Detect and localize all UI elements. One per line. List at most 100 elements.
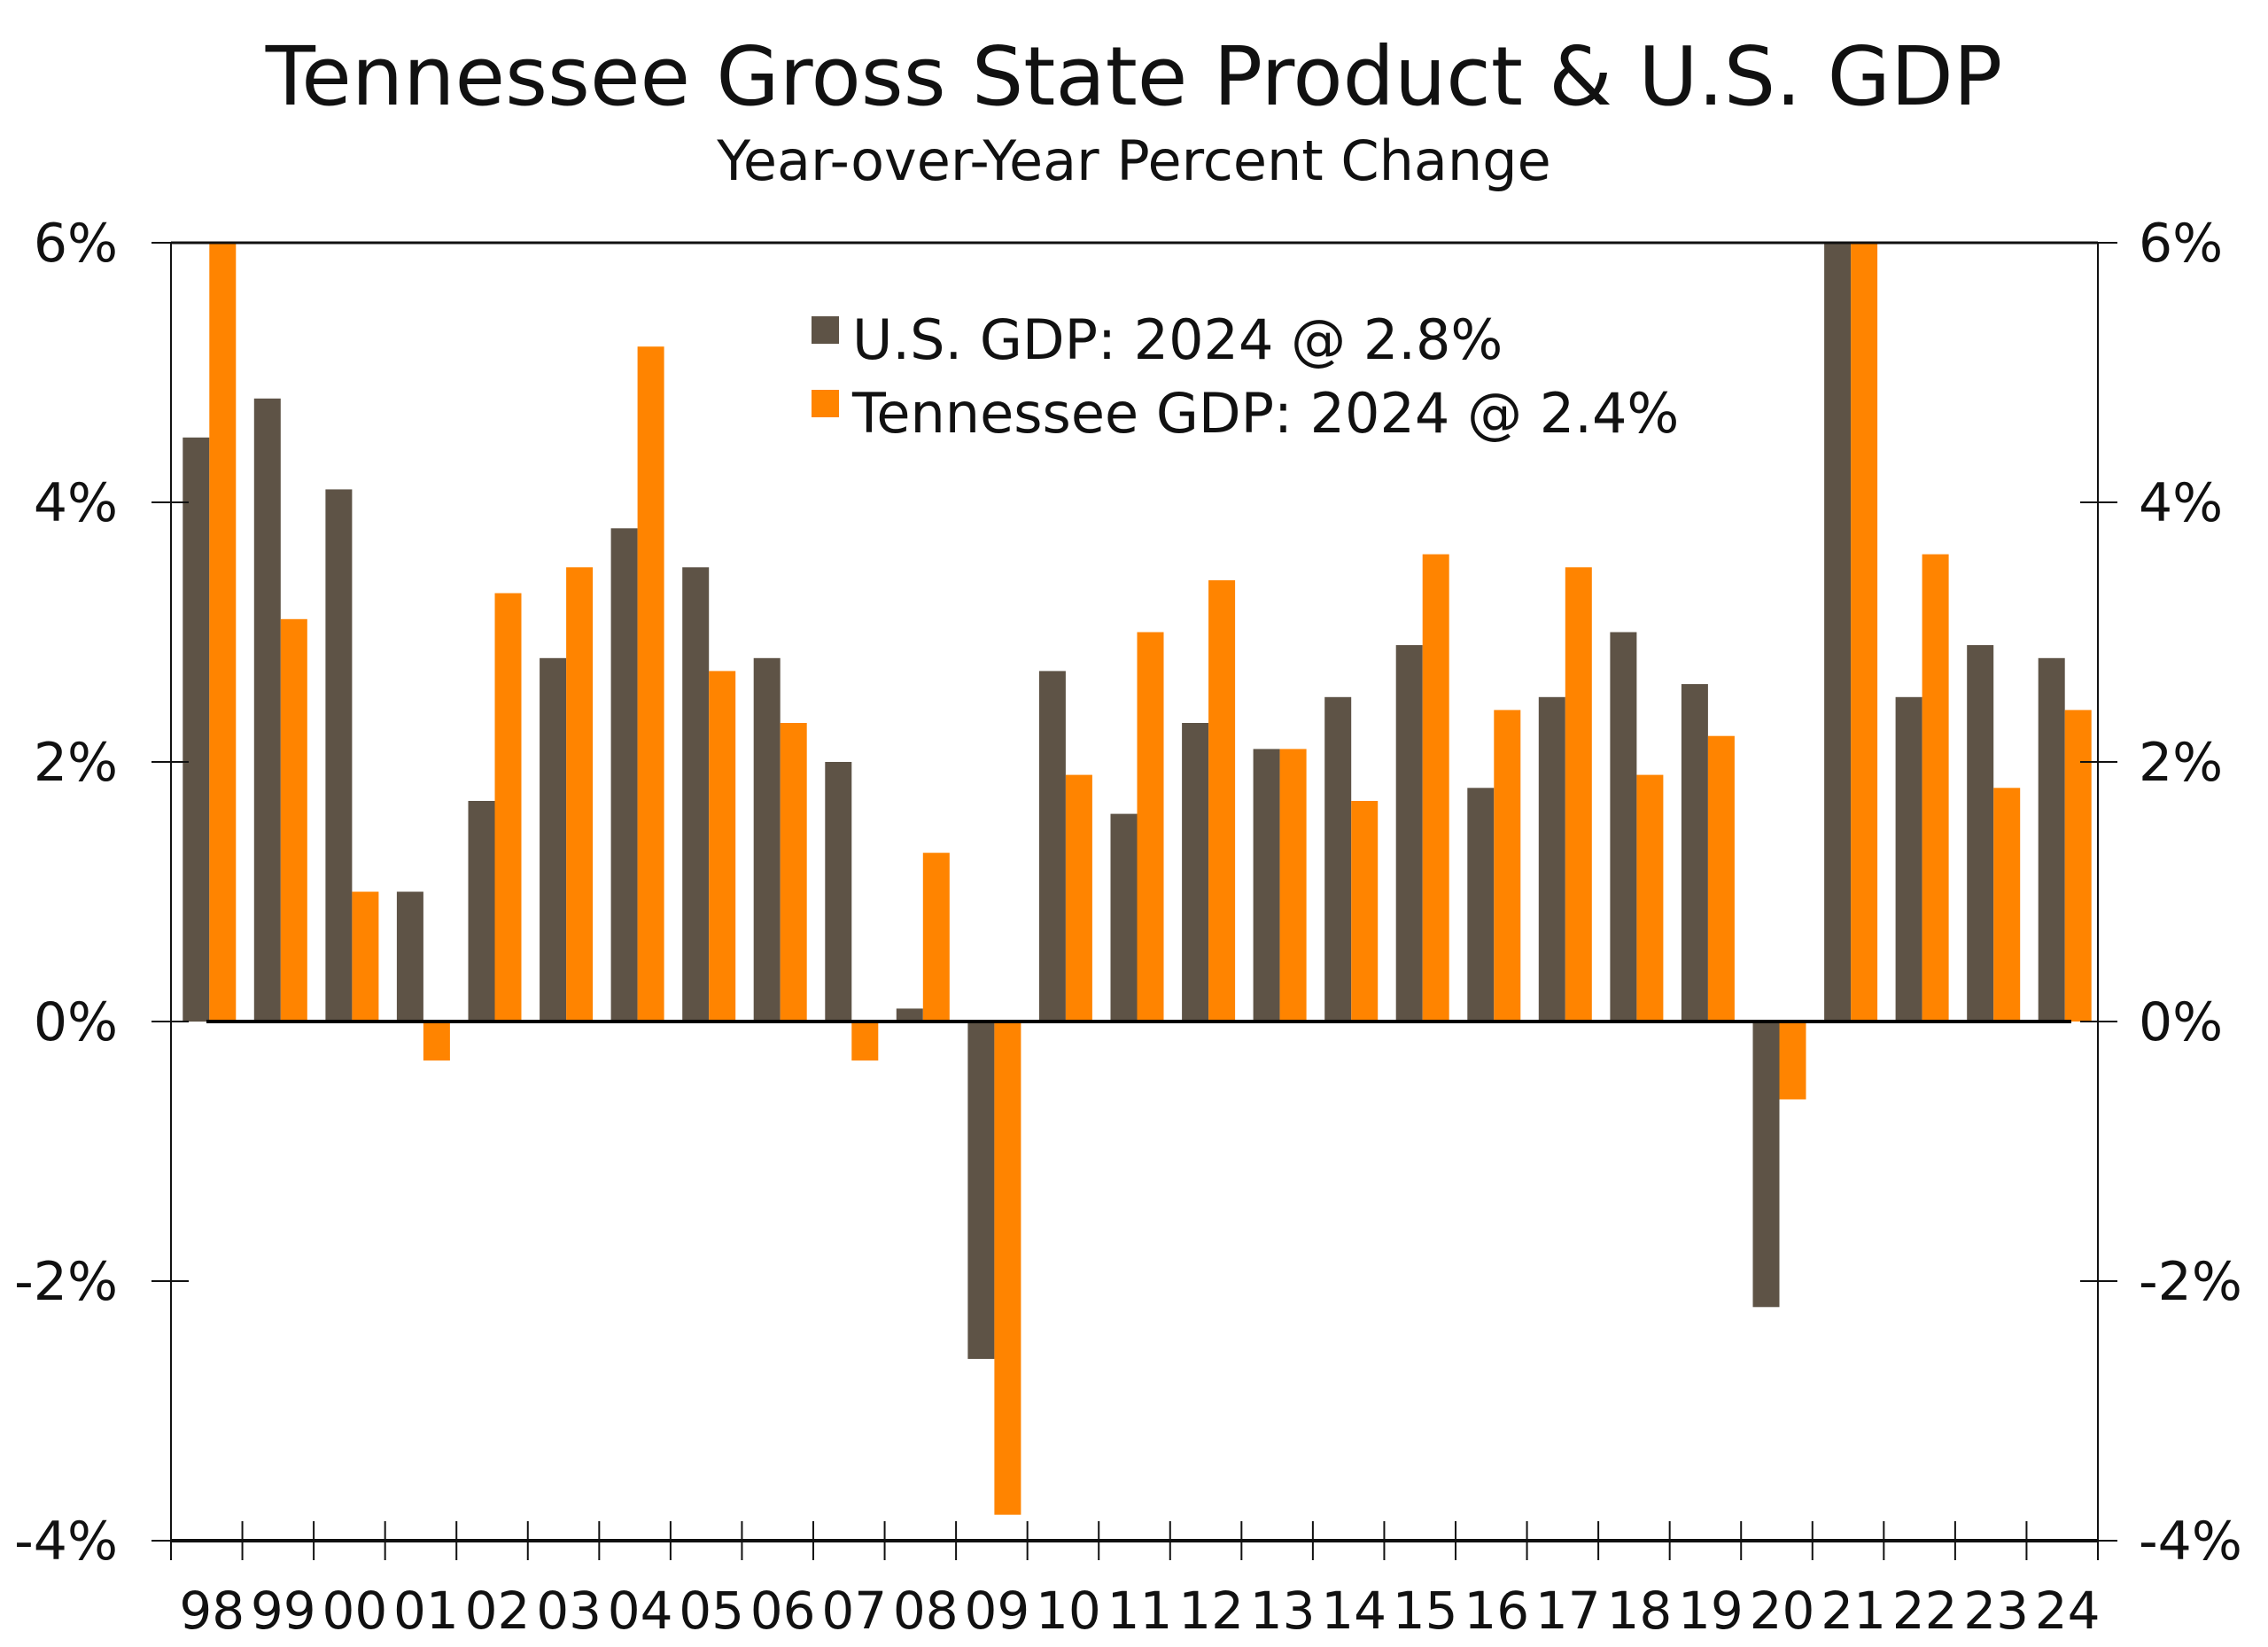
x-tick-label: 03 xyxy=(536,1581,602,1641)
x-tick-label: 16 xyxy=(1464,1581,1529,1641)
bar-us-gdp xyxy=(1110,813,1138,1022)
legend-swatch-us-gdp xyxy=(812,316,839,344)
bar-tennessee-gdp xyxy=(851,1022,879,1060)
bar-tennessee-gdp xyxy=(637,346,664,1022)
x-axis-labels: 98 99 00 01 02 03 04 05 06 07 08 09 10 11 12 13 14 15 16 17… xyxy=(179,1581,2100,1641)
y-tick-label-left: 0% xyxy=(34,991,118,1053)
bar-us-gdp xyxy=(825,762,852,1022)
bar-tennessee-gdp xyxy=(1065,774,1092,1022)
bar-tennessee-gdp xyxy=(1779,1022,1806,1099)
bar-us-gdp xyxy=(1895,696,1922,1022)
bar-us-gdp xyxy=(1824,243,1852,1022)
bar-tennessee-gdp xyxy=(1565,567,1592,1022)
y-tick-label-right: 0% xyxy=(2139,991,2223,1053)
bar-us-gdp xyxy=(753,657,781,1022)
bar-tennessee-gdp xyxy=(1137,632,1164,1022)
bar-tennessee-gdp xyxy=(922,852,950,1022)
x-tick-label: 21 xyxy=(1821,1581,1886,1641)
bar-us-gdp xyxy=(682,567,710,1022)
bar-tennessee-gdp xyxy=(1351,801,1379,1022)
bar-tennessee-gdp xyxy=(994,1022,1021,1515)
x-tick-label: 11 xyxy=(1107,1581,1173,1641)
legend-label-tennessee-gdp: Tennessee GDP: 2024 @ 2.4% xyxy=(851,381,1679,446)
bar-us-gdp xyxy=(253,398,281,1022)
bar-us-gdp xyxy=(1967,645,1994,1022)
bar-tennessee-gdp xyxy=(1993,788,2021,1022)
x-tick-label: 18 xyxy=(1606,1581,1672,1641)
bar-us-gdp xyxy=(1182,723,1209,1022)
bar-tennessee-gdp xyxy=(1851,243,1878,1022)
y-tick-label-left: 6% xyxy=(34,213,118,275)
bar-tennessee-gdp xyxy=(1636,774,1664,1022)
y-tick-label-right: -4% xyxy=(2139,1511,2242,1573)
y-tick-label-left: 4% xyxy=(34,472,118,534)
bar-tennessee-gdp xyxy=(1494,710,1521,1022)
x-tick-label: 10 xyxy=(1036,1581,1101,1641)
y-tick-label-left: 2% xyxy=(34,732,118,794)
bars-layer xyxy=(183,243,2092,1515)
bar-us-gdp xyxy=(1038,671,1066,1022)
x-tick-label: 20 xyxy=(1750,1581,1815,1641)
bar-tennessee-gdp xyxy=(209,243,237,1022)
x-tick-label: 05 xyxy=(679,1581,744,1641)
y-axis-labels: -4% -4% -2% -2% 0% 0% 2% 2% 4% 4% 6% 6% xyxy=(14,213,2242,1573)
bar-us-gdp xyxy=(468,801,495,1022)
x-tick-label: 23 xyxy=(1963,1581,2029,1641)
axes-layer xyxy=(151,241,2117,1560)
y-tick-label-right: -2% xyxy=(2139,1251,2242,1313)
x-tick-label: 12 xyxy=(1178,1581,1244,1641)
bar-us-gdp xyxy=(1610,632,1637,1022)
x-tick-label: 04 xyxy=(608,1581,673,1641)
x-tick-label: 00 xyxy=(322,1581,387,1641)
x-tick-label: 13 xyxy=(1250,1581,1316,1641)
bar-tennessee-gdp xyxy=(2064,710,2092,1022)
bar-us-gdp xyxy=(183,437,210,1022)
chart-title: Tennessee Gross State Product & U.S. GDP xyxy=(265,29,2003,124)
x-tick-label: 14 xyxy=(1321,1581,1386,1641)
bar-us-gdp xyxy=(396,891,423,1022)
y-tick-label-right: 6% xyxy=(2139,213,2223,275)
legend: U.S. GDP: 2024 @ 2.8% Tennessee GDP: 202… xyxy=(812,307,1679,446)
x-tick-label: 22 xyxy=(1892,1581,1958,1641)
x-tick-label: 09 xyxy=(964,1581,1029,1641)
bar-tennessee-gdp xyxy=(566,567,594,1022)
chart-subtitle: Year-over-Year Percent Change xyxy=(716,128,1550,193)
bar-us-gdp xyxy=(2038,657,2065,1022)
bar-us-gdp xyxy=(1253,749,1280,1022)
bar-us-gdp xyxy=(610,528,638,1022)
x-tick-label: 99 xyxy=(251,1581,316,1641)
x-tick-label: 07 xyxy=(821,1581,887,1641)
bar-us-gdp xyxy=(540,657,567,1022)
x-tick-label: 98 xyxy=(179,1581,245,1641)
legend-label-us-gdp: U.S. GDP: 2024 @ 2.8% xyxy=(852,307,1503,372)
bar-tennessee-gdp xyxy=(280,618,307,1022)
bar-tennessee-gdp xyxy=(1922,554,1949,1022)
bar-us-gdp xyxy=(1752,1022,1780,1308)
bar-tennessee-gdp xyxy=(1422,554,1449,1022)
bar-tennessee-gdp xyxy=(423,1022,450,1060)
bar-us-gdp xyxy=(1681,684,1708,1022)
x-tick-label: 15 xyxy=(1393,1581,1458,1641)
bar-us-gdp xyxy=(967,1022,995,1359)
x-tick-label: 19 xyxy=(1678,1581,1744,1641)
y-tick-label-right: 4% xyxy=(2139,472,2223,534)
bar-us-gdp xyxy=(1538,696,1565,1022)
bar-us-gdp xyxy=(896,1008,923,1022)
y-tick-label-right: 2% xyxy=(2139,732,2223,794)
bar-tennessee-gdp xyxy=(352,891,379,1022)
bar-us-gdp xyxy=(1324,696,1352,1022)
x-tick-label: 08 xyxy=(893,1581,959,1641)
y-tick-label-left: -2% xyxy=(14,1251,118,1313)
y-tick-label-left: -4% xyxy=(14,1511,118,1573)
bar-tennessee-gdp xyxy=(1208,579,1236,1022)
bar-tennessee-gdp xyxy=(494,593,522,1022)
legend-swatch-tennessee-gdp xyxy=(812,390,839,417)
x-tick-label: 01 xyxy=(393,1581,459,1641)
x-tick-label: 24 xyxy=(2035,1581,2101,1641)
bar-tennessee-gdp xyxy=(709,671,736,1022)
bar-tennessee-gdp xyxy=(780,723,807,1022)
bar-tennessee-gdp xyxy=(1707,735,1735,1022)
bar-us-gdp xyxy=(1395,645,1423,1022)
bar-us-gdp xyxy=(325,489,353,1022)
